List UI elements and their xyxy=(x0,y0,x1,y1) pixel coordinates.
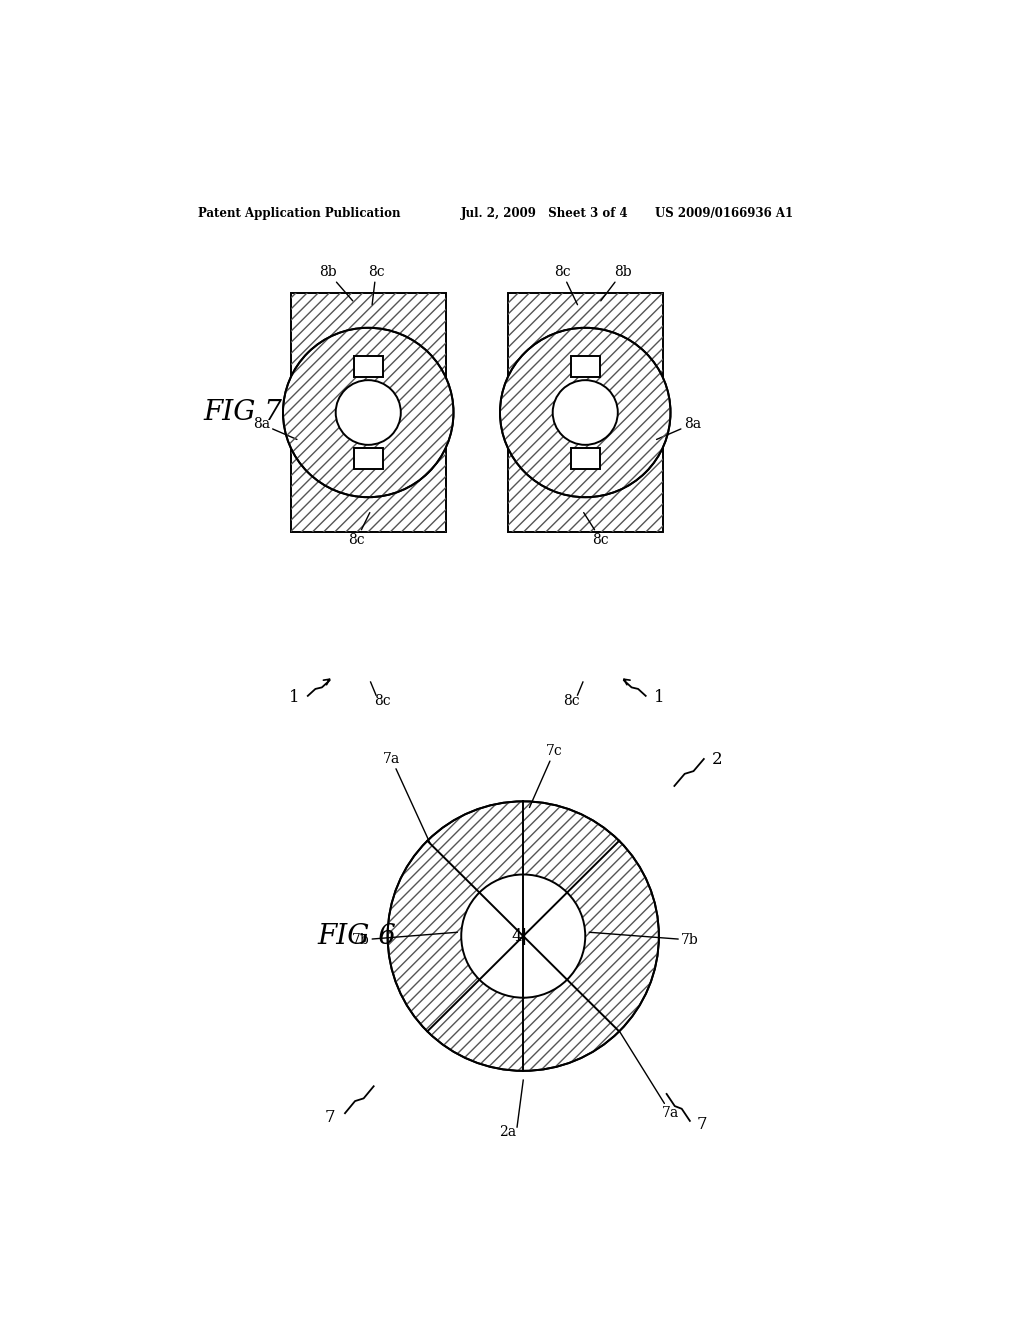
Circle shape xyxy=(553,380,617,445)
Text: 7b: 7b xyxy=(351,932,458,946)
Bar xyxy=(570,447,600,470)
Text: 3|: 3| xyxy=(556,404,571,418)
Text: 8c: 8c xyxy=(374,694,390,709)
Text: 8c: 8c xyxy=(348,512,370,546)
Circle shape xyxy=(336,380,400,445)
Text: 4|: 4| xyxy=(511,928,527,945)
Text: 7b: 7b xyxy=(589,932,698,946)
Bar xyxy=(508,293,663,532)
Bar xyxy=(508,293,663,532)
Text: 8a: 8a xyxy=(656,417,700,440)
Bar xyxy=(291,293,445,532)
Circle shape xyxy=(388,801,658,1071)
Circle shape xyxy=(553,380,617,445)
Text: 2a: 2a xyxy=(499,1126,516,1139)
Circle shape xyxy=(461,874,586,998)
Circle shape xyxy=(500,327,671,498)
Bar xyxy=(291,293,445,532)
Circle shape xyxy=(283,327,454,498)
Circle shape xyxy=(461,874,586,998)
Text: 8c: 8c xyxy=(368,265,384,305)
Text: 1: 1 xyxy=(653,689,665,706)
Text: FIG 6: FIG 6 xyxy=(317,923,396,949)
Text: 7: 7 xyxy=(325,1109,335,1126)
Text: Jul. 2, 2009   Sheet 3 of 4: Jul. 2, 2009 Sheet 3 of 4 xyxy=(461,207,629,220)
Text: FIG 7: FIG 7 xyxy=(203,399,283,426)
Text: 3|: 3| xyxy=(339,404,354,418)
Text: 1: 1 xyxy=(290,689,300,706)
Text: Patent Application Publication: Patent Application Publication xyxy=(198,207,400,220)
Bar xyxy=(353,447,383,470)
Bar xyxy=(353,355,383,378)
Text: 7: 7 xyxy=(696,1117,707,1134)
Text: 8c: 8c xyxy=(584,512,609,546)
Text: 8b: 8b xyxy=(319,265,352,301)
Text: 7a: 7a xyxy=(383,752,430,843)
Text: 8c: 8c xyxy=(563,694,580,709)
Text: 8a: 8a xyxy=(253,417,297,440)
Text: 8b: 8b xyxy=(601,265,631,301)
Text: US 2009/0166936 A1: US 2009/0166936 A1 xyxy=(655,207,794,220)
Text: 7a: 7a xyxy=(621,1032,679,1121)
Circle shape xyxy=(336,380,400,445)
Text: 8c: 8c xyxy=(554,265,578,305)
Bar xyxy=(570,355,600,378)
Text: 2: 2 xyxy=(712,751,722,767)
Text: 7c: 7c xyxy=(529,744,562,808)
